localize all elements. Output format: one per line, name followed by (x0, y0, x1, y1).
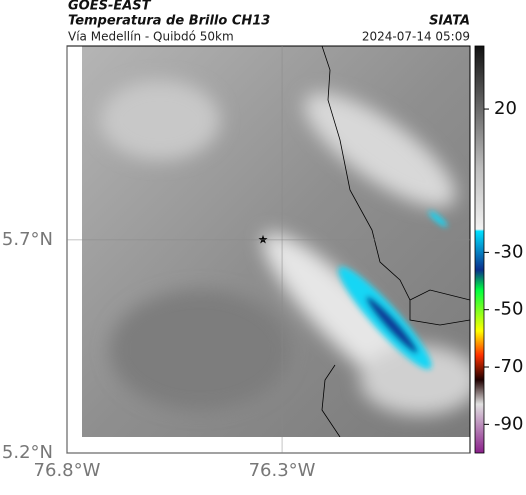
ticks: 76.8°W 76.3°W 5.7°N 5.2°N 20 -30 -50 -70 -90 (2, 46, 523, 481)
colorbar-tick-label: -50 (494, 299, 523, 320)
datetime: 2024-07-14 05:09 (362, 30, 470, 44)
agency: SIATA (429, 14, 470, 29)
colorbar (474, 45, 485, 454)
location-marker: ★ (258, 233, 269, 247)
title: Temperatura de Brillo CH13 (68, 14, 270, 29)
colorbar-tick-label: -90 (494, 413, 523, 434)
satellite-image: ★ (82, 46, 470, 437)
colorbar-tick-label: -70 (494, 356, 523, 377)
source: GOES-EAST (68, 0, 152, 14)
x-tick-label: 76.8°W (34, 460, 101, 481)
region: Vía Medellín - Quibdó 50km (68, 30, 234, 44)
y-tick-label: 5.2°N (2, 442, 53, 463)
y-tick-label: 5.7°N (2, 229, 53, 250)
colorbar-tick-label: -30 (494, 241, 523, 262)
x-tick-label: 76.3°W (249, 460, 316, 481)
colorbar-tick-label: 20 (494, 98, 517, 119)
